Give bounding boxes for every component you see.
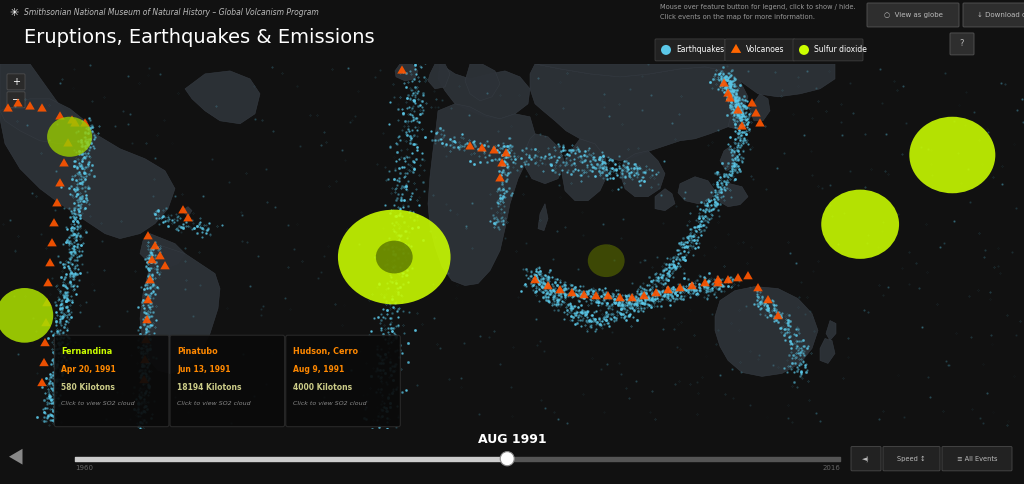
Text: Fernandina: Fernandina: [61, 347, 113, 356]
Text: Aug 9, 1991: Aug 9, 1991: [293, 365, 344, 374]
Polygon shape: [826, 320, 836, 340]
FancyBboxPatch shape: [942, 447, 1012, 471]
Polygon shape: [715, 287, 818, 377]
Text: Eruptions, Earthquakes & Emissions: Eruptions, Earthquakes & Emissions: [24, 28, 375, 47]
Polygon shape: [535, 64, 835, 97]
Polygon shape: [525, 134, 565, 184]
Text: Apr 20, 1991: Apr 20, 1991: [61, 365, 116, 374]
Text: ≡ All Events: ≡ All Events: [956, 456, 997, 462]
Text: ✳: ✳: [9, 8, 18, 18]
Text: 580 Kilotons: 580 Kilotons: [61, 383, 115, 392]
FancyBboxPatch shape: [286, 335, 400, 427]
Polygon shape: [428, 64, 450, 89]
FancyBboxPatch shape: [950, 33, 974, 55]
Text: Earthquakes: Earthquakes: [676, 45, 724, 54]
Text: ↓ Download data: ↓ Download data: [977, 12, 1024, 18]
FancyBboxPatch shape: [54, 335, 169, 427]
FancyBboxPatch shape: [851, 447, 881, 471]
Text: Speed ↕: Speed ↕: [897, 455, 926, 462]
Text: Hudson, Cerro: Hudson, Cerro: [293, 347, 357, 356]
Polygon shape: [620, 151, 665, 197]
Polygon shape: [0, 64, 175, 239]
Polygon shape: [655, 189, 675, 211]
Polygon shape: [530, 64, 748, 161]
Text: +: +: [12, 77, 20, 87]
FancyBboxPatch shape: [725, 39, 795, 61]
Text: 2016: 2016: [822, 465, 840, 471]
Ellipse shape: [909, 117, 995, 193]
Text: ◄): ◄): [862, 455, 869, 462]
Polygon shape: [718, 184, 748, 207]
Polygon shape: [538, 204, 548, 231]
Polygon shape: [182, 207, 193, 217]
Text: Pinatubo: Pinatubo: [177, 347, 218, 356]
Text: AUG 1991: AUG 1991: [477, 433, 547, 446]
FancyBboxPatch shape: [7, 74, 25, 90]
Ellipse shape: [0, 288, 53, 343]
Circle shape: [501, 452, 514, 466]
Polygon shape: [750, 94, 770, 121]
FancyBboxPatch shape: [963, 3, 1024, 27]
Text: Jun 13, 1991: Jun 13, 1991: [177, 365, 230, 374]
FancyBboxPatch shape: [867, 3, 959, 27]
Text: ○  View as globe: ○ View as globe: [884, 12, 942, 18]
Polygon shape: [438, 64, 530, 119]
Text: Sulfur dioxide: Sulfur dioxide: [814, 45, 867, 54]
Ellipse shape: [338, 210, 451, 304]
FancyBboxPatch shape: [655, 39, 725, 61]
Polygon shape: [678, 177, 715, 204]
Polygon shape: [428, 104, 535, 286]
Text: 4000 Kilotons: 4000 Kilotons: [293, 383, 352, 392]
Text: Click events on the map for more information.: Click events on the map for more informa…: [660, 14, 815, 20]
Text: 1960: 1960: [75, 465, 93, 471]
Text: Click to view SO2 cloud: Click to view SO2 cloud: [61, 401, 135, 406]
Text: Mouse over feature button for legend, click to show / hide.: Mouse over feature button for legend, cl…: [660, 4, 856, 10]
Ellipse shape: [821, 190, 899, 259]
Text: ?: ?: [959, 39, 965, 48]
Polygon shape: [728, 109, 742, 129]
Text: Click to view SO2 cloud: Click to view SO2 cloud: [293, 401, 367, 406]
Circle shape: [662, 45, 671, 55]
FancyBboxPatch shape: [883, 447, 940, 471]
FancyBboxPatch shape: [793, 39, 863, 61]
Text: Smithsonian National Museum of Natural History – Global Volcanism Program: Smithsonian National Museum of Natural H…: [24, 8, 318, 17]
Text: 18194 Kilotons: 18194 Kilotons: [177, 383, 242, 392]
Text: Click to view SO2 cloud: Click to view SO2 cloud: [177, 401, 251, 406]
FancyBboxPatch shape: [7, 92, 25, 108]
FancyBboxPatch shape: [170, 335, 285, 427]
Polygon shape: [562, 139, 608, 201]
Polygon shape: [0, 99, 95, 144]
Polygon shape: [395, 64, 418, 81]
Polygon shape: [465, 64, 500, 101]
Polygon shape: [185, 71, 260, 124]
Polygon shape: [820, 338, 835, 363]
Ellipse shape: [47, 117, 92, 157]
Text: −: −: [12, 95, 20, 105]
Polygon shape: [720, 147, 736, 171]
Polygon shape: [140, 234, 185, 269]
Polygon shape: [140, 243, 220, 374]
Text: Volcanoes: Volcanoes: [746, 45, 784, 54]
Ellipse shape: [376, 241, 413, 273]
Circle shape: [799, 45, 809, 55]
Ellipse shape: [588, 244, 625, 277]
